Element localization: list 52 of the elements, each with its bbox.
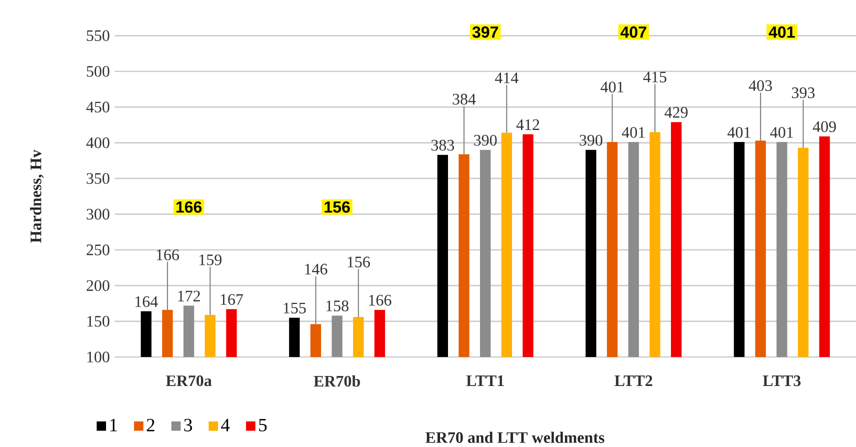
data-label: 429 [664, 107, 688, 118]
data-label: 156 [348, 256, 370, 268]
legend-label: 5 [259, 418, 267, 432]
y-axis-title: Hardness, Hv [30, 150, 44, 243]
x-tick-label: LTT1 [466, 375, 504, 386]
legend-label: 1 [110, 418, 117, 432]
y-tick-label: 550 [86, 30, 110, 42]
y-tick-label: 400 [86, 137, 110, 148]
data-label: 412 [516, 119, 540, 130]
data-label: 401 [770, 126, 793, 138]
data-label: 158 [326, 300, 348, 312]
data-label: 384 [452, 94, 476, 105]
y-tick-label: 350 [86, 173, 110, 184]
data-label: 166 [156, 250, 179, 260]
data-label: 167 [220, 294, 243, 305]
data-label: 390 [474, 134, 497, 146]
data-label: 393 [792, 87, 815, 98]
y-tick-label: 300 [86, 208, 110, 220]
annotation: 397 [472, 26, 498, 38]
data-label: 414 [494, 72, 518, 84]
x-tick-label: LTT2 [614, 375, 652, 386]
data-label: 403 [748, 80, 772, 92]
y-tick-label: 200 [86, 280, 110, 291]
data-label: 159 [200, 254, 222, 266]
annotation: 407 [620, 26, 646, 38]
y-tick-label: 500 [86, 66, 110, 77]
legend-label: 2 [146, 418, 154, 432]
legend-label: 4 [221, 418, 230, 432]
x-axis-title: ER70 and LTT weldments [426, 432, 604, 443]
data-label: 401 [600, 82, 624, 92]
data-label: 164 [136, 296, 158, 308]
y-tick-label: 450 [86, 102, 110, 112]
data-label: 172 [178, 290, 200, 302]
data-label: 401 [622, 126, 645, 138]
y-tick-label: 100 [87, 352, 110, 362]
y-tick-label: 150 [87, 316, 110, 327]
data-label: 166 [369, 294, 392, 306]
data-label: 383 [431, 140, 454, 151]
annotation: 156 [324, 201, 350, 213]
x-tick-label: LTT3 [762, 375, 801, 386]
legend-label: 3 [184, 418, 192, 432]
annotation: 166 [176, 201, 202, 213]
data-label: 415 [643, 72, 666, 82]
data-label: 155 [284, 302, 306, 314]
data-label: 146 [305, 264, 328, 275]
data-label: 401 [728, 126, 750, 138]
data-label: 409 [812, 121, 836, 132]
x-tick-label: ER70b [314, 375, 360, 387]
y-tick-label: 250 [86, 244, 110, 256]
data-label: 390 [580, 134, 602, 146]
annotation: 401 [768, 26, 795, 38]
x-tick-label: ER70a [166, 375, 212, 386]
